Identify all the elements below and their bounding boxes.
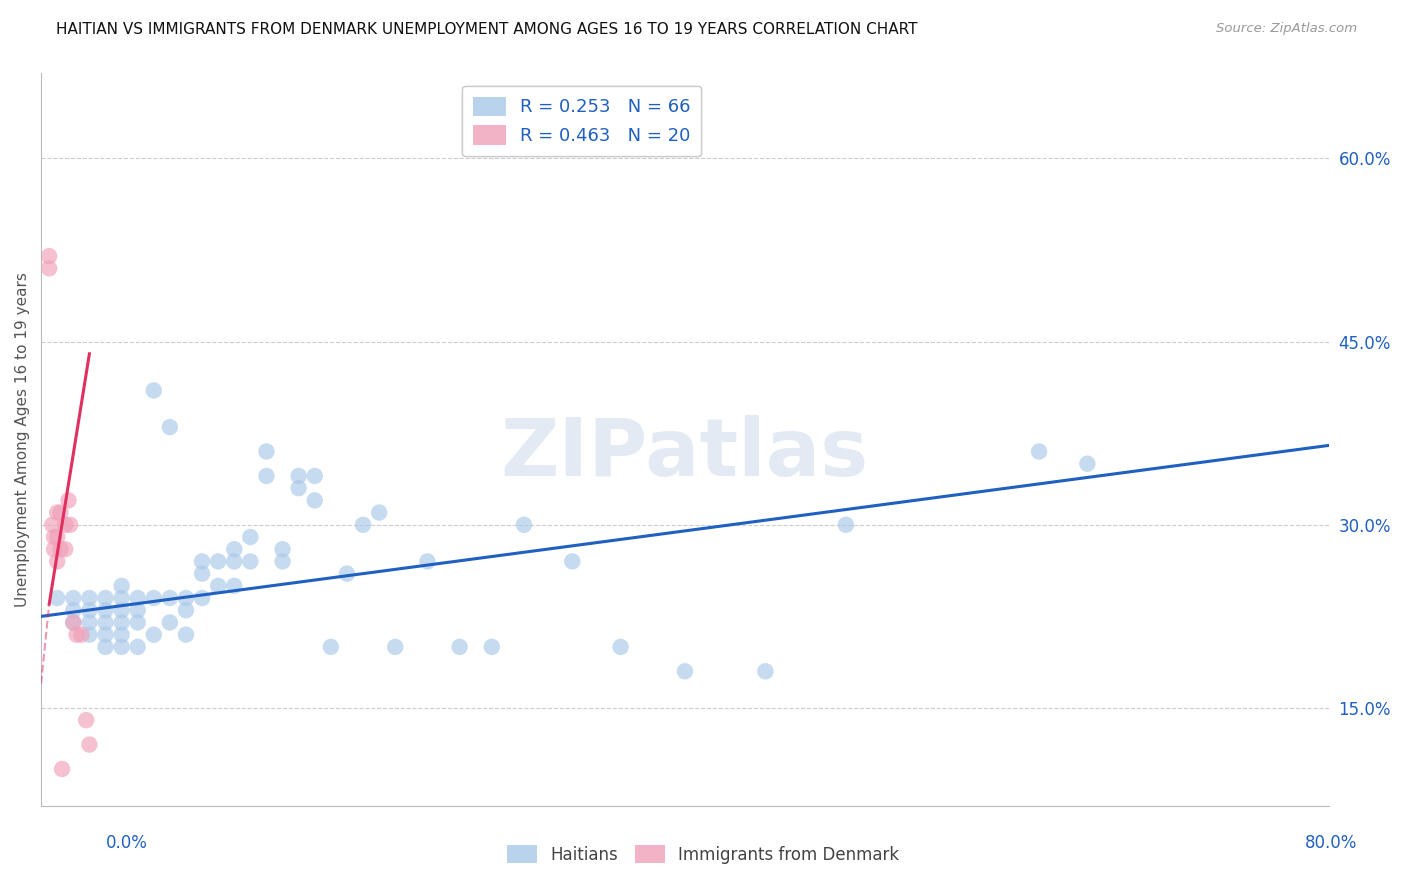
Point [304, 493, 326, 508]
Point [304, 469, 326, 483]
Point [53, 517, 76, 532]
Point [110, 591, 132, 605]
Point [224, 554, 246, 568]
Point [110, 579, 132, 593]
Text: 0.0%: 0.0% [105, 834, 148, 852]
Point [416, 554, 439, 568]
Point [239, 530, 262, 544]
Point [79, 591, 101, 605]
Point [51, 762, 73, 776]
Point [62, 603, 84, 617]
Point [673, 665, 696, 679]
Point [110, 603, 132, 617]
Point [174, 603, 197, 617]
Point [287, 469, 309, 483]
Point [62, 615, 84, 630]
Point [352, 517, 374, 532]
Point [46, 530, 69, 544]
Text: ZIPatlas: ZIPatlas [501, 415, 869, 493]
Point [256, 444, 278, 458]
Point [174, 628, 197, 642]
Point [754, 665, 776, 679]
Y-axis label: Unemployment Among Ages 16 to 19 years: Unemployment Among Ages 16 to 19 years [15, 272, 30, 607]
Point [75, 713, 97, 727]
Point [38, 261, 60, 276]
Point [46, 506, 69, 520]
Point [94, 615, 117, 630]
Point [159, 615, 181, 630]
Point [142, 591, 165, 605]
Point [384, 640, 406, 654]
Point [49, 542, 72, 557]
Point [79, 603, 101, 617]
Point [110, 628, 132, 642]
Point [207, 579, 229, 593]
Legend: R = 0.253   N = 66, R = 0.463   N = 20: R = 0.253 N = 66, R = 0.463 N = 20 [463, 86, 702, 156]
Point [79, 628, 101, 642]
Point [142, 628, 165, 642]
Point [256, 469, 278, 483]
Point [53, 542, 76, 557]
Point [287, 481, 309, 495]
Point [191, 591, 214, 605]
Point [609, 640, 631, 654]
Point [835, 517, 858, 532]
Point [271, 554, 294, 568]
Point [142, 384, 165, 398]
Point [159, 591, 181, 605]
Point [191, 566, 214, 581]
Point [127, 640, 149, 654]
Point [42, 542, 65, 557]
Point [46, 591, 69, 605]
Point [271, 542, 294, 557]
Point [94, 603, 117, 617]
Point [110, 640, 132, 654]
Text: Source: ZipAtlas.com: Source: ZipAtlas.com [1216, 22, 1357, 36]
Point [49, 506, 72, 520]
Point [1028, 444, 1050, 458]
Point [319, 640, 342, 654]
Point [1076, 457, 1098, 471]
Point [42, 530, 65, 544]
Point [65, 628, 87, 642]
Legend: Haitians, Immigrants from Denmark: Haitians, Immigrants from Denmark [501, 838, 905, 871]
Point [224, 542, 246, 557]
Point [94, 591, 117, 605]
Point [79, 615, 101, 630]
Point [449, 640, 471, 654]
Point [46, 554, 69, 568]
Point [62, 615, 84, 630]
Point [174, 591, 197, 605]
Point [38, 249, 60, 263]
Point [79, 738, 101, 752]
Point [368, 506, 391, 520]
Point [159, 420, 181, 434]
Point [127, 603, 149, 617]
Text: 80.0%: 80.0% [1305, 834, 1357, 852]
Point [224, 579, 246, 593]
Point [41, 517, 63, 532]
Point [336, 566, 359, 581]
Point [127, 615, 149, 630]
Point [127, 591, 149, 605]
Point [191, 554, 214, 568]
Point [94, 640, 117, 654]
Point [70, 628, 93, 642]
Point [58, 493, 80, 508]
Text: HAITIAN VS IMMIGRANTS FROM DENMARK UNEMPLOYMENT AMONG AGES 16 TO 19 YEARS CORREL: HAITIAN VS IMMIGRANTS FROM DENMARK UNEMP… [56, 22, 918, 37]
Point [239, 554, 262, 568]
Point [110, 615, 132, 630]
Point [481, 640, 503, 654]
Point [561, 554, 583, 568]
Point [59, 517, 82, 532]
Point [62, 591, 84, 605]
Point [207, 554, 229, 568]
Point [94, 628, 117, 642]
Point [513, 517, 536, 532]
